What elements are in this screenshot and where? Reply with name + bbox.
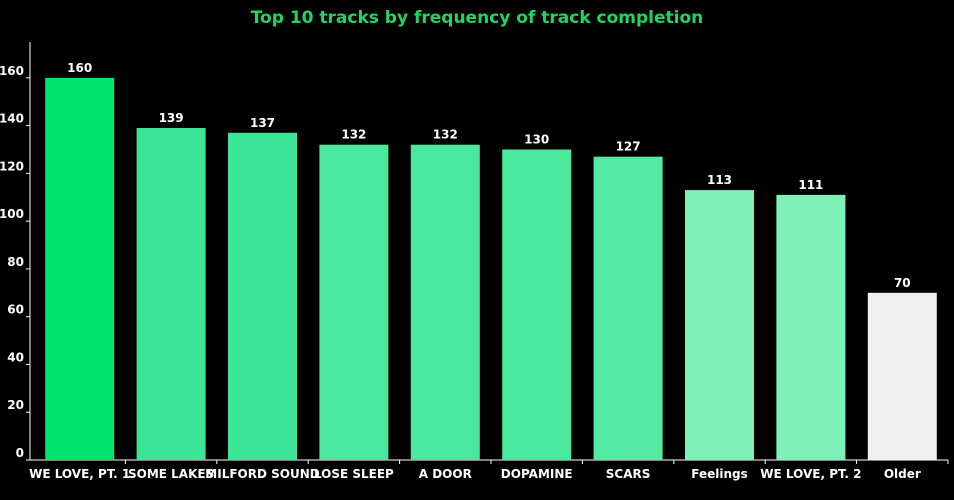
y-axis: 0 20 40 60 80 100 120 140 160	[0, 42, 31, 461]
y-tick-label: 20	[7, 398, 24, 412]
bar	[136, 127, 206, 460]
data-label: 113	[707, 173, 732, 187]
data-label: 160	[67, 61, 92, 75]
y-tick-label: 80	[7, 255, 24, 269]
data-label: 70	[894, 276, 911, 290]
y-tick-label: 140	[0, 112, 24, 126]
x-tick-label: DOPAMINE	[501, 467, 573, 481]
x-tick-label: LOSE SLEEP	[314, 467, 394, 481]
bar	[593, 156, 663, 460]
bars: 160 139 137 132 132 130 127 113 111 70	[45, 61, 937, 461]
y-tick-label: 100	[0, 207, 24, 221]
bar	[45, 77, 115, 460]
y-tick-label: 40	[7, 350, 24, 364]
bar	[410, 144, 480, 461]
data-label: 137	[250, 116, 275, 130]
bar	[502, 149, 572, 460]
data-label: 130	[524, 132, 549, 146]
bar	[319, 144, 389, 461]
x-tick-label: Older	[884, 467, 921, 481]
x-tick-label: WE LOVE, PT. 1	[29, 467, 130, 481]
chart-title: Top 10 tracks by frequency of track comp…	[250, 8, 704, 28]
data-label: 111	[798, 178, 823, 192]
x-tick-label: A DOOR	[419, 467, 472, 481]
y-tick-label: 160	[0, 64, 24, 78]
x-tick-label: WE LOVE, PT. 2	[760, 467, 861, 481]
data-label: 139	[159, 111, 184, 125]
data-label: 127	[616, 140, 641, 154]
x-tick-label: SOME LAKES	[128, 467, 214, 481]
x-tick-label: Feelings	[691, 467, 748, 481]
x-tick-label: MILFORD SOUND	[205, 467, 319, 481]
data-label: 132	[433, 128, 458, 142]
data-label: 132	[341, 128, 366, 142]
y-tick-label: 120	[0, 159, 24, 173]
bar	[776, 194, 846, 460]
x-tick-label: SCARS	[606, 467, 651, 481]
y-tick-label: 0	[16, 446, 24, 460]
bar	[867, 292, 937, 460]
y-tick-label: 60	[7, 303, 24, 317]
bar	[685, 190, 754, 460]
bar	[228, 132, 297, 460]
